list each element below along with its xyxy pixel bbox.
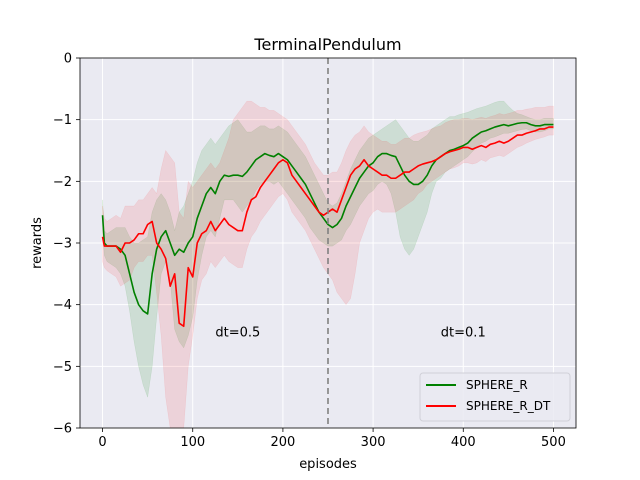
x-tick-label: 100 (180, 435, 205, 450)
legend-label-sphere-r-dt: SPHERE_R_DT (466, 399, 551, 413)
band-sphere-r-dt (102, 100, 554, 429)
x-tick-label: 200 (270, 435, 295, 450)
y-tick-label: −5 (53, 360, 72, 375)
chart-title: TerminalPendulum (253, 35, 401, 54)
annotations: dt=0.5 dt=0.1 (215, 325, 485, 340)
x-tick-label: 400 (451, 435, 476, 450)
x-tick-label: 0 (98, 435, 106, 450)
x-tick-label: 300 (361, 435, 386, 450)
line-sphere-r-dt (101, 126, 554, 328)
x-tick-labels: 0 100 200 300 400 500 (98, 428, 566, 450)
plot-frame (79, 57, 577, 429)
y-tick-label: −2 (53, 175, 72, 190)
y-tick-label: −4 (53, 298, 72, 313)
legend: SPHERE_R SPHERE_R_DT (419, 372, 571, 422)
series-lines (101, 121, 554, 328)
y-axis-title: rewards (30, 217, 45, 269)
annotation-dt-0-5: dt=0.5 (215, 325, 260, 340)
annotation-dt-0-1: dt=0.1 (441, 325, 486, 340)
line-sphere-r (101, 121, 554, 315)
legend-box (419, 372, 571, 422)
y-tick-labels: 0 −1 −2 −3 −4 −5 −6 (53, 52, 80, 437)
x-axis-title: episodes (299, 457, 357, 472)
confidence-bands (102, 100, 554, 429)
band-sphere-r (102, 100, 554, 398)
y-tick-label: −6 (53, 422, 72, 437)
y-tick-label: −1 (53, 113, 72, 128)
y-tick-label: −3 (53, 237, 72, 252)
y-tick-label: 0 (64, 52, 72, 67)
x-tick-label: 500 (541, 435, 566, 450)
legend-label-sphere-r: SPHERE_R (466, 378, 528, 392)
